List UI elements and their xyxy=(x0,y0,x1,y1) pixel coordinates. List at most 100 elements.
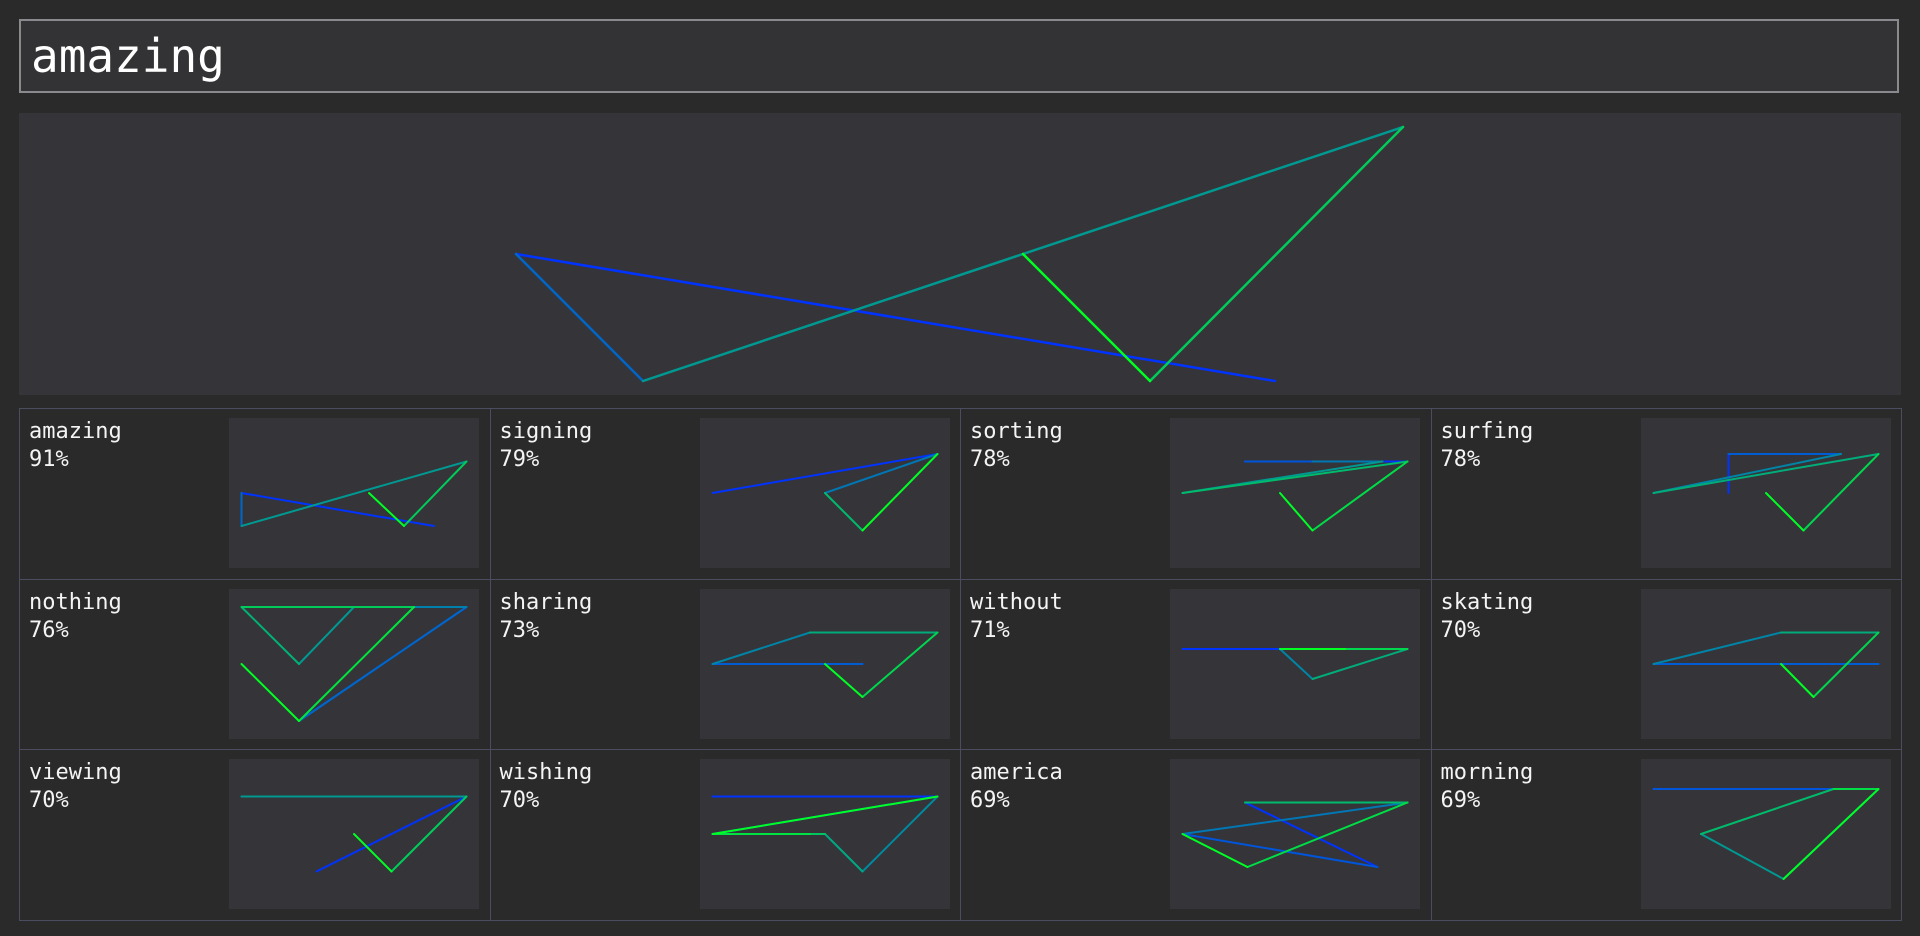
gesture-segment xyxy=(514,252,645,383)
gesture-segment xyxy=(298,605,415,722)
results-grid: amazing 91% signing 79% sorting 78% surf… xyxy=(19,408,1902,921)
result-word: america xyxy=(970,760,1063,786)
result-score: 73% xyxy=(499,617,540,643)
gesture-preview-panel xyxy=(19,113,1901,395)
result-gesture-thumbnail xyxy=(229,759,479,910)
gesture-segment xyxy=(403,460,468,527)
result-word: surfing xyxy=(1440,419,1534,444)
result-gesture-drawing xyxy=(1652,788,1879,881)
gesture-segment xyxy=(1181,460,1409,494)
result-word: sorting xyxy=(970,419,1063,444)
result-gesture-drawing xyxy=(240,795,468,873)
gesture-segment xyxy=(823,833,863,873)
gesture-segment xyxy=(1244,801,1379,869)
result-score: 71% xyxy=(970,617,1010,643)
result-card[interactable]: surfing 78% xyxy=(1431,409,1902,580)
result-card[interactable]: wishing 70% xyxy=(490,750,961,921)
result-gesture-drawing xyxy=(1181,460,1409,532)
result-gesture-drawing xyxy=(1181,801,1409,869)
result-word: skating xyxy=(1440,589,1534,615)
gesture-segment xyxy=(240,662,300,722)
result-card[interactable]: signing 79% xyxy=(490,409,961,580)
gesture-segment xyxy=(368,492,405,527)
result-score: 69% xyxy=(1440,788,1481,814)
gesture-segment xyxy=(1652,453,1879,494)
result-word: viewing xyxy=(29,760,122,786)
result-score: 69% xyxy=(970,788,1010,814)
gesture-segment xyxy=(1148,125,1405,383)
gesture-segment xyxy=(1181,801,1409,836)
result-word: wishing xyxy=(499,760,593,786)
result-card[interactable]: morning 69% xyxy=(1431,750,1902,921)
gesture-segment xyxy=(1779,662,1814,698)
gesture-segment xyxy=(240,492,435,527)
result-gesture-thumbnail xyxy=(229,588,479,739)
gesture-segment xyxy=(353,833,393,873)
search-input[interactable] xyxy=(19,19,1899,93)
gesture-segment xyxy=(315,795,468,873)
result-gesture-drawing xyxy=(1652,631,1879,698)
result-gesture-thumbnail xyxy=(1640,588,1891,739)
gesture-segment xyxy=(1652,453,1842,494)
result-score: 79% xyxy=(499,447,540,472)
gesture-segment xyxy=(861,631,938,698)
gesture-segment xyxy=(823,662,863,698)
result-score: 70% xyxy=(499,788,540,814)
result-word: morning xyxy=(1440,760,1534,786)
result-score: 70% xyxy=(1440,617,1481,643)
result-card[interactable]: sorting 78% xyxy=(961,409,1432,580)
gesture-segment xyxy=(298,605,468,722)
gesture-segment xyxy=(298,605,355,665)
gesture-segment xyxy=(240,460,468,527)
gesture-preview-drawing xyxy=(514,125,1405,383)
result-word: sharing xyxy=(499,589,593,615)
result-card[interactable]: sharing 73% xyxy=(490,579,961,751)
result-gesture-thumbnail xyxy=(229,418,479,568)
result-card[interactable]: viewing 70% xyxy=(20,750,491,921)
result-gesture-drawing xyxy=(1652,453,1879,532)
result-card[interactable]: nothing 76% xyxy=(20,579,491,751)
result-gesture-thumbnail xyxy=(1640,418,1891,568)
gesture-segment xyxy=(514,252,1277,383)
result-gesture-drawing xyxy=(240,460,468,527)
gesture-segment xyxy=(1181,833,1379,869)
result-gesture-thumbnail xyxy=(1170,759,1420,910)
gesture-segment xyxy=(390,795,468,873)
result-gesture-thumbnail xyxy=(1170,418,1420,568)
gesture-segment xyxy=(1246,801,1409,869)
gesture-segment xyxy=(1311,460,1409,532)
result-word: signing xyxy=(499,419,593,444)
result-word: without xyxy=(970,589,1063,615)
result-gesture-thumbnail xyxy=(699,588,950,739)
gesture-segment xyxy=(711,795,938,836)
gesture-segment xyxy=(711,453,938,494)
gesture-segment xyxy=(823,492,863,532)
gesture-segment xyxy=(240,605,300,665)
result-word: nothing xyxy=(29,589,122,615)
result-card[interactable]: amazing 91% xyxy=(20,409,491,580)
gesture-segment xyxy=(1782,788,1879,881)
result-gesture-drawing xyxy=(1181,647,1409,680)
result-score: 91% xyxy=(29,447,69,472)
result-card[interactable]: skating 70% xyxy=(1431,579,1902,751)
gesture-segment xyxy=(1279,647,1314,680)
gesture-segment xyxy=(1699,788,1834,836)
result-card[interactable]: without 71% xyxy=(961,579,1432,751)
result-gesture-drawing xyxy=(711,453,938,532)
gesture-segment xyxy=(711,631,811,665)
result-word: amazing xyxy=(29,419,122,444)
gesture-segment xyxy=(1279,492,1314,532)
result-gesture-drawing xyxy=(711,795,938,873)
gesture-segment xyxy=(1181,833,1249,869)
result-gesture-thumbnail xyxy=(699,759,950,910)
result-score: 78% xyxy=(1440,447,1481,472)
gesture-segment xyxy=(1311,647,1409,680)
gesture-segment xyxy=(861,795,938,873)
result-gesture-thumbnail xyxy=(1640,759,1891,910)
gesture-segment xyxy=(1021,252,1152,383)
result-gesture-thumbnail xyxy=(1170,588,1420,739)
result-card[interactable]: america 69% xyxy=(961,750,1432,921)
gesture-segment xyxy=(823,453,938,494)
gesture-segment xyxy=(1764,492,1804,532)
gesture-segment xyxy=(1652,631,1782,665)
